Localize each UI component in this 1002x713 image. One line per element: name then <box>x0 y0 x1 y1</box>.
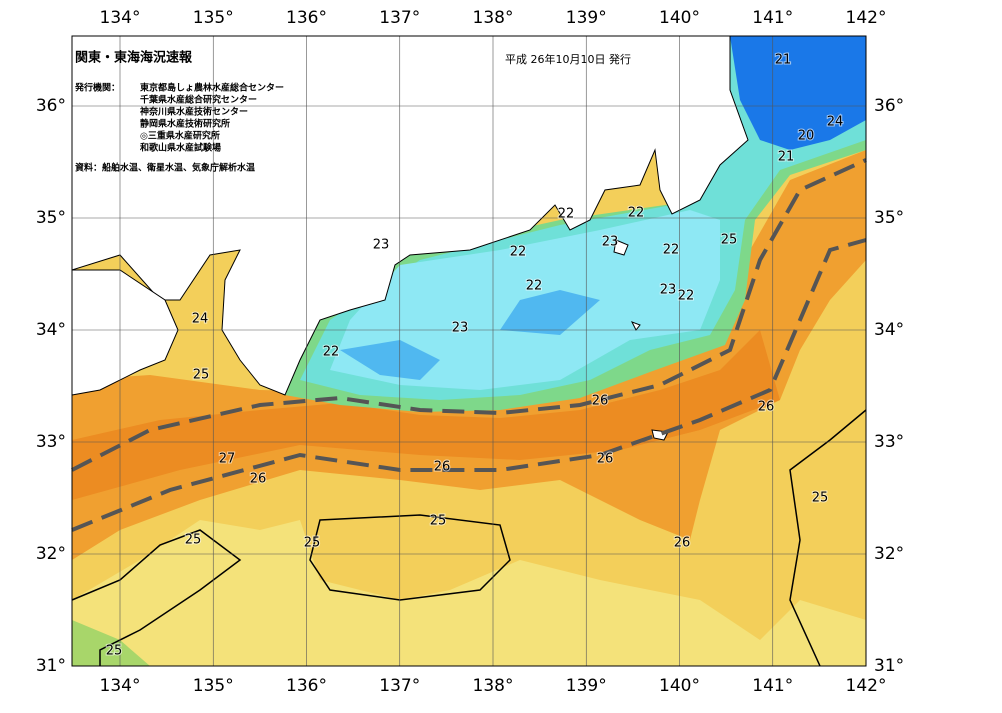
map-frame <box>71 35 867 667</box>
lon-label: 134° <box>100 8 141 28</box>
contour-label: 26 <box>758 400 775 415</box>
lat-label: 35° <box>874 208 904 228</box>
lon-label: 137° <box>379 8 420 28</box>
issuer-label: 発行機関： <box>74 82 120 94</box>
lon-label: 135° <box>193 676 234 696</box>
lat-label: 33° <box>36 432 66 452</box>
issuer: 神奈川県水産技術センター <box>140 106 248 118</box>
issuer: 静岡県水産技術研究所 <box>140 118 230 130</box>
contour-label: 25 <box>304 536 321 551</box>
issuer: 和歌山県水産試験場 <box>139 142 221 154</box>
lon-label: 140° <box>659 8 700 28</box>
contour-label: 27 <box>219 452 236 467</box>
lat-label: 32° <box>874 544 904 564</box>
contour-label: 26 <box>597 452 614 467</box>
cool-area <box>72 620 150 666</box>
land <box>71 269 179 396</box>
contour-label: 22 <box>628 206 645 221</box>
cool-area <box>72 520 866 666</box>
lat-label: 36° <box>874 96 904 116</box>
contour-label: 22 <box>678 289 695 304</box>
contour-label: 23 <box>373 238 390 253</box>
lon-label: 138° <box>473 676 514 696</box>
lon-label: 136° <box>286 676 327 696</box>
lon-label: 141° <box>752 8 793 28</box>
kuroshio-band <box>72 150 866 560</box>
lon-label: 141° <box>752 676 793 696</box>
lon-label: 140° <box>659 676 700 696</box>
kuroshio-boundary <box>71 158 867 472</box>
contour-label: 24 <box>827 115 844 130</box>
contour-label: 26 <box>592 394 609 409</box>
lon-label: 139° <box>566 8 607 28</box>
lat-label: 32° <box>36 544 66 564</box>
contour-label: 21 <box>778 150 795 165</box>
lat-label: 36° <box>36 96 66 116</box>
lat-label: 34° <box>874 320 904 340</box>
issuer: 東京都島しょ農林水産総合センター <box>140 82 284 94</box>
cold-water <box>730 36 866 150</box>
contour-label: 22 <box>558 207 575 222</box>
land <box>71 35 749 396</box>
contour-label: 22 <box>526 279 543 294</box>
kuroshio-boundary <box>71 238 867 532</box>
contour-label: 25 <box>430 514 447 529</box>
lon-label: 142° <box>846 8 887 28</box>
contour-label: 25 <box>812 491 829 506</box>
cold-water <box>340 290 600 380</box>
issuer: 千葉県水産総合研究センター <box>140 94 257 106</box>
contour-label: 22 <box>663 243 680 258</box>
contour-label: 25 <box>193 368 210 383</box>
contour-label: 22 <box>323 345 340 360</box>
lon-label: 136° <box>286 8 327 28</box>
contour-label: 25 <box>185 533 202 548</box>
lon-label: 135° <box>193 8 234 28</box>
contour-label: 21 <box>775 53 792 68</box>
contour-line <box>71 409 867 667</box>
warm-core <box>72 330 780 500</box>
contour-label: 20 <box>798 129 815 144</box>
lon-label: 137° <box>379 676 420 696</box>
contour-label: 22 <box>510 245 527 260</box>
contour-label: 25 <box>106 644 123 659</box>
lat-label: 35° <box>36 208 66 228</box>
contour-label: 26 <box>674 536 691 551</box>
lat-label: 34° <box>36 320 66 340</box>
lon-label: 134° <box>100 676 141 696</box>
lat-label: 31° <box>874 656 904 676</box>
contour-label: 23 <box>452 321 469 336</box>
lon-label: 138° <box>473 8 514 28</box>
contour-label: 26 <box>250 472 267 487</box>
title: 関東・東海海況速報 <box>75 50 193 66</box>
lat-label: 31° <box>36 656 66 676</box>
contour-label: 26 <box>434 460 451 475</box>
lon-label: 139° <box>566 676 607 696</box>
contour-label: 23 <box>602 235 619 250</box>
lat-label: 33° <box>874 432 904 452</box>
lon-label: 142° <box>846 676 887 696</box>
contour-label: 24 <box>192 312 209 327</box>
issue-date: 平成 26年10月10日 発行 <box>505 52 631 66</box>
issuer: ◎三重県水産研究所 <box>140 130 220 142</box>
source: 資料：船舶水温、衛星水温、気象庁解析水温 <box>75 162 255 174</box>
contour-label: 25 <box>721 233 738 248</box>
contour-label: 23 <box>660 283 677 298</box>
